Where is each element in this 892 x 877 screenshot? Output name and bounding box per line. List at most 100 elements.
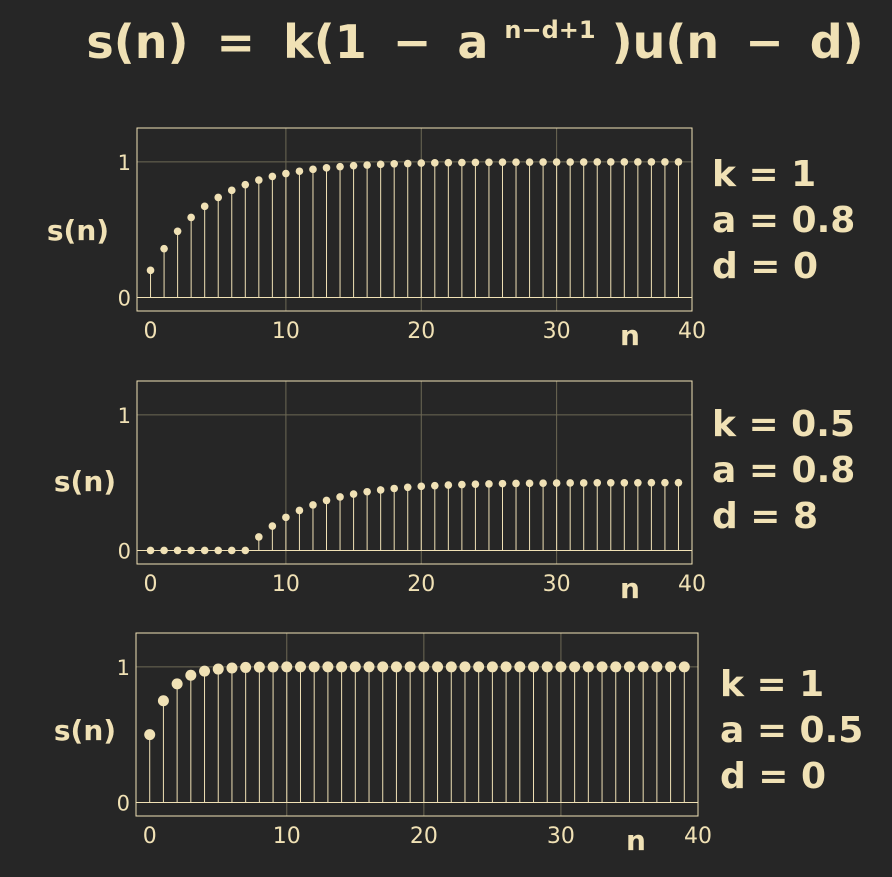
stem-marker <box>593 479 602 487</box>
stem-marker <box>295 167 304 176</box>
stem-marker <box>160 244 168 253</box>
stem-marker <box>647 478 656 487</box>
stem-marker <box>459 661 471 673</box>
stem-marker <box>555 661 567 673</box>
stem-marker <box>579 479 588 487</box>
param-label: d = 0 <box>712 246 818 287</box>
x-tick-label: 30 <box>543 572 571 597</box>
formula-minus-2: − <box>745 15 784 69</box>
stem-marker <box>512 479 520 488</box>
formula-k-open: k(1 <box>283 15 367 69</box>
stem-marker <box>214 193 223 202</box>
stem-marker <box>187 213 195 222</box>
stem-marker <box>674 158 683 166</box>
stem-marker <box>227 186 236 195</box>
param-label: d = 0 <box>720 756 826 797</box>
x-tick-label: 0 <box>144 572 158 597</box>
stem-marker <box>322 496 331 505</box>
x-tick-label: 0 <box>144 319 158 344</box>
stem-marker <box>227 546 236 555</box>
param-label: a = 0.8 <box>712 450 855 491</box>
stem-marker <box>336 162 344 171</box>
formula-u-open: )u(n <box>612 15 720 69</box>
formula-minus: − <box>393 15 432 69</box>
y-axis-label: s(n) <box>54 714 116 747</box>
stem-marker <box>541 661 553 673</box>
stem-marker <box>363 661 375 673</box>
stem-marker <box>444 158 453 167</box>
stem-marker <box>363 487 371 496</box>
stem-marker <box>377 661 389 673</box>
param-label: a = 0.5 <box>720 710 863 751</box>
stem-marker <box>458 158 466 167</box>
stem-marker <box>336 493 344 501</box>
stem-marker <box>661 158 669 166</box>
stem-marker <box>498 158 507 166</box>
stem-marker <box>417 482 426 491</box>
stem-marker <box>157 695 169 707</box>
param-label: d = 8 <box>712 496 818 537</box>
x-tick-label: 40 <box>678 319 706 344</box>
stem-marker <box>539 158 547 166</box>
stem-marker <box>665 661 677 673</box>
x-axis-label: n <box>626 824 646 857</box>
x-axis-label: n <box>620 572 640 605</box>
stem-marker <box>376 160 385 169</box>
stem-marker <box>309 165 317 174</box>
stem-marker <box>634 158 642 166</box>
stem-marker <box>349 661 361 673</box>
stem-marker <box>240 661 252 673</box>
formula-end: d) <box>810 15 864 69</box>
stem-marker <box>552 479 561 487</box>
stem-marker <box>226 662 238 674</box>
x-tick-label: 0 <box>143 824 157 849</box>
stem-marker <box>606 479 615 487</box>
stem-marker <box>200 546 209 555</box>
chart-panel-2: 0 10 20 30 40 0 1 n s(n) k = 0.5 a = 0.8 d = 8 <box>54 380 855 605</box>
stem-marker <box>473 661 485 673</box>
stem-marker <box>651 661 663 673</box>
formula-s-n: s(n) <box>86 15 188 69</box>
stem-marker <box>187 546 195 555</box>
stem-marker <box>539 479 547 488</box>
stem-marker <box>485 480 493 488</box>
stem-marker <box>432 661 444 673</box>
stem-marker <box>431 159 439 167</box>
x-tick-label: 10 <box>272 319 300 344</box>
stem-marker <box>582 661 594 673</box>
chart-panel-3: 0 10 20 30 40 0 1 n s(n) k = 1 a = 0.5 d = 0 <box>54 632 863 857</box>
stem-marker <box>418 661 430 673</box>
stem-marker <box>146 546 155 555</box>
stem-marker <box>620 158 629 166</box>
stem-marker <box>212 663 224 675</box>
stem-marker <box>620 479 629 487</box>
stem-marker <box>390 661 402 673</box>
stem-marker <box>500 661 512 673</box>
stem-marker <box>241 180 250 189</box>
stem-marker <box>282 513 290 522</box>
y-axis-label: s(n) <box>47 214 109 247</box>
param-label: k = 1 <box>720 664 824 705</box>
stem-marker <box>349 161 358 170</box>
stem-marker <box>171 678 183 690</box>
stem-marker <box>525 479 534 488</box>
chart-panel-1: 0 10 20 30 40 0 1 n s(n) k = 1 a = 0.8 d = 0 <box>47 127 855 352</box>
stem-marker <box>486 661 498 673</box>
y-tick-label: 1 <box>118 404 131 428</box>
x-tick-label: 20 <box>407 572 435 597</box>
stem-marker <box>528 661 540 673</box>
stem-marker <box>268 522 277 530</box>
y-tick-label: 1 <box>117 656 130 680</box>
stem-marker <box>674 478 683 487</box>
stem-marker <box>404 661 416 673</box>
stem-marker <box>623 661 635 673</box>
stem-marker <box>390 484 398 493</box>
stem-marker <box>349 490 358 498</box>
stem-marker <box>255 176 263 184</box>
stem-marker <box>309 501 317 509</box>
stem-marker <box>200 202 209 211</box>
param-label: a = 0.8 <box>712 200 855 241</box>
formula-equals: = <box>217 15 256 69</box>
stem-marker <box>678 661 690 673</box>
stem-marker <box>160 546 168 555</box>
